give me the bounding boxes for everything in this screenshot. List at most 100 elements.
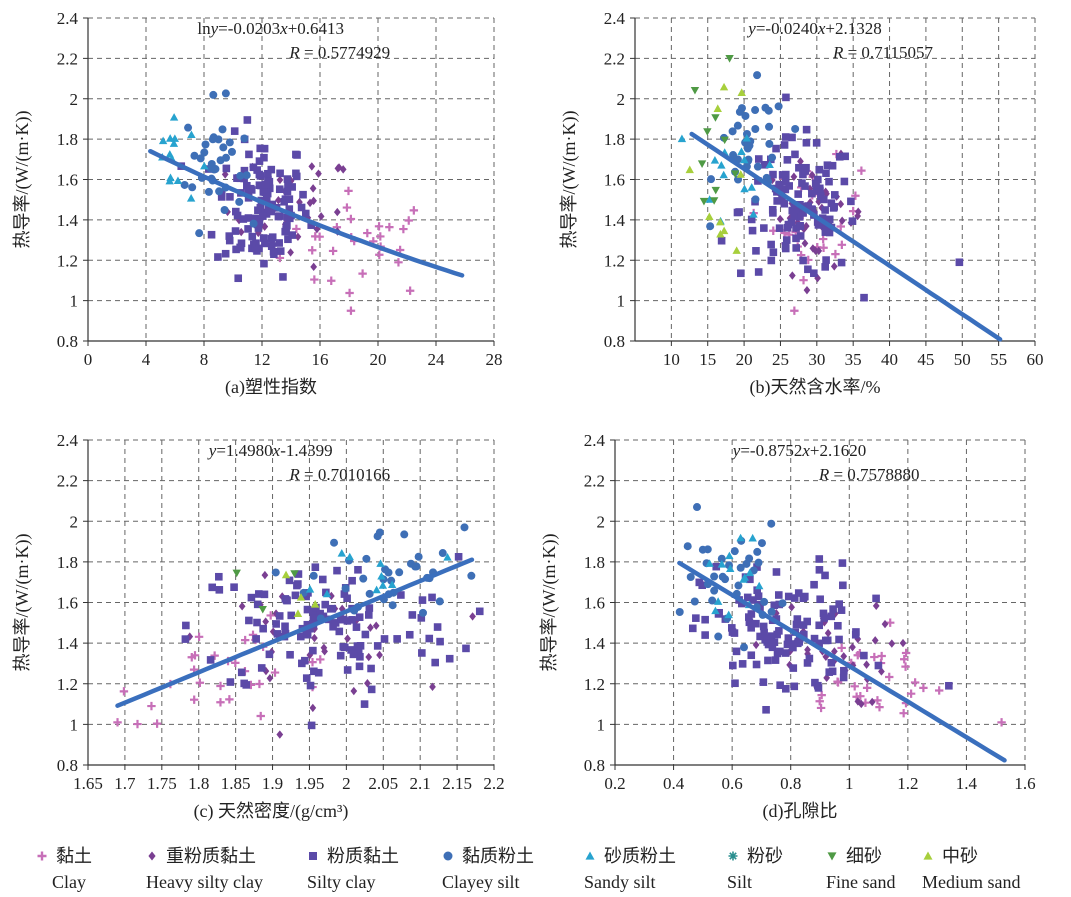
point-triangle (749, 210, 758, 218)
point-silty-clay (348, 576, 356, 585)
point-clay (270, 668, 280, 677)
point-silty-clay (822, 256, 830, 264)
point-silty-clay (303, 605, 312, 614)
point-heavy-silty-clay (888, 639, 896, 648)
point-silty-clay (835, 153, 844, 161)
point-silty-clay (234, 274, 243, 283)
point-heavy-silty-clay (809, 244, 817, 253)
point-silty-clay (874, 661, 883, 670)
legend-label-en: Medium sand (922, 872, 1021, 892)
point-clayey-silt (730, 547, 739, 556)
point-silty-clay (837, 258, 846, 267)
point-silty-clay (796, 221, 804, 230)
point-silty-clay (269, 247, 278, 256)
point-silty-clay (283, 175, 292, 183)
point-clayey-silt (767, 607, 776, 616)
x-tick-label: 0.4 (663, 774, 685, 793)
point-clayey-silt (362, 554, 371, 563)
point-silty-clay (257, 664, 266, 672)
point-silty-clay (752, 247, 760, 255)
point-clayey-silt (201, 140, 210, 149)
point-triangle (169, 113, 179, 121)
y-axis-label: 热导率/(W/(m·K)) (12, 111, 33, 249)
point-silty-clay (215, 586, 224, 594)
point-clayey-silt (208, 135, 217, 144)
point-clayey-silt (753, 162, 762, 171)
point-silty-clay (282, 596, 291, 604)
point-silty-clay (840, 666, 848, 675)
point-silty-clay (820, 614, 829, 622)
point-heavy-silty-clay (317, 212, 325, 221)
point-clay (187, 653, 196, 662)
point-clayey-silt (693, 503, 701, 512)
point-clayey-silt (209, 90, 218, 99)
point-silty-clay (815, 566, 824, 574)
point-triangle (755, 581, 764, 590)
point-clayey-silt (184, 123, 193, 132)
point-heavy-silty-clay (262, 617, 270, 626)
y-tick-label: 0.8 (604, 332, 625, 351)
point-silty-clay (256, 172, 265, 180)
point-silty-clay (251, 214, 260, 223)
point-clay (819, 243, 828, 252)
x-tick-label: 8 (200, 350, 209, 369)
point-clay (831, 249, 840, 259)
point-silty-clay (794, 190, 802, 198)
point-heavy-silty-clay (350, 686, 358, 696)
point-silty-clay (764, 640, 773, 649)
y-tick-label: 2.4 (57, 9, 79, 28)
chart-panel-b: 10 15 20 25 30 35 40 45 50 55 60 0.8 1 1.2 1.4 1.6 1.8 2 2… (559, 9, 1044, 398)
point-silty-clay (288, 183, 296, 191)
point-triangle (719, 82, 729, 91)
point-clay (900, 655, 909, 664)
point-clay (836, 222, 845, 231)
y-tick-label: 1.4 (57, 211, 79, 230)
point-heavy-silty-clay (752, 640, 760, 650)
point-silty-clay (301, 209, 310, 218)
x-tick-label: 2.1 (410, 774, 431, 793)
point-clay (997, 718, 1006, 727)
point-silty-clay (281, 629, 290, 638)
point-fine-sand (730, 170, 740, 178)
point-silty-clay (848, 217, 857, 225)
point-clay (316, 655, 325, 664)
y-tick-label: 2.2 (584, 472, 605, 491)
point-silty-clay (837, 606, 846, 614)
point-silty-clay (770, 601, 779, 610)
point-silty-clay (283, 187, 292, 196)
point-silty-clay (756, 632, 764, 641)
x-tick-label: 15 (699, 350, 716, 369)
point-silty-clay (790, 212, 798, 220)
point-triangle (165, 150, 175, 158)
point-silty-clay (230, 583, 238, 591)
point-triangle (296, 593, 306, 601)
point-silty-clay (811, 678, 819, 687)
legend-item-clayey-silt: 黏质粉土 Clayey silt (442, 846, 534, 892)
point-clay (133, 719, 142, 729)
point-silty-clay (791, 150, 799, 159)
point-silty-clay (794, 206, 802, 214)
scatter-points (113, 523, 484, 739)
point-silty-clay (763, 634, 771, 643)
point-heavy-silty-clay (803, 285, 811, 295)
x-tick-label: 35 (845, 350, 862, 369)
point-silty-clay (772, 144, 780, 153)
y-axis-label: 热导率/(W/(m·K)) (539, 534, 560, 672)
y-tick-label: 1.2 (57, 251, 78, 270)
fit-equation: y=-0.8752x+2.1620 (731, 441, 866, 460)
point-clay (363, 228, 372, 238)
point-heavy-silty-clay (269, 627, 277, 636)
point-silty-clay (343, 617, 352, 625)
point-clay (194, 632, 204, 642)
point-silty-clay (776, 681, 784, 690)
point-silty-clay (815, 621, 824, 630)
point-silty-clay (254, 224, 263, 232)
point-silty-clay (780, 199, 789, 208)
point-triangle (713, 104, 722, 112)
point-silty-clay (297, 203, 306, 212)
point-silty-clay (380, 635, 389, 643)
point-silty-clay (276, 247, 285, 255)
point-triangle (345, 552, 354, 561)
point-heavy-silty-clay (275, 196, 282, 205)
point-silty-clay (340, 643, 349, 652)
